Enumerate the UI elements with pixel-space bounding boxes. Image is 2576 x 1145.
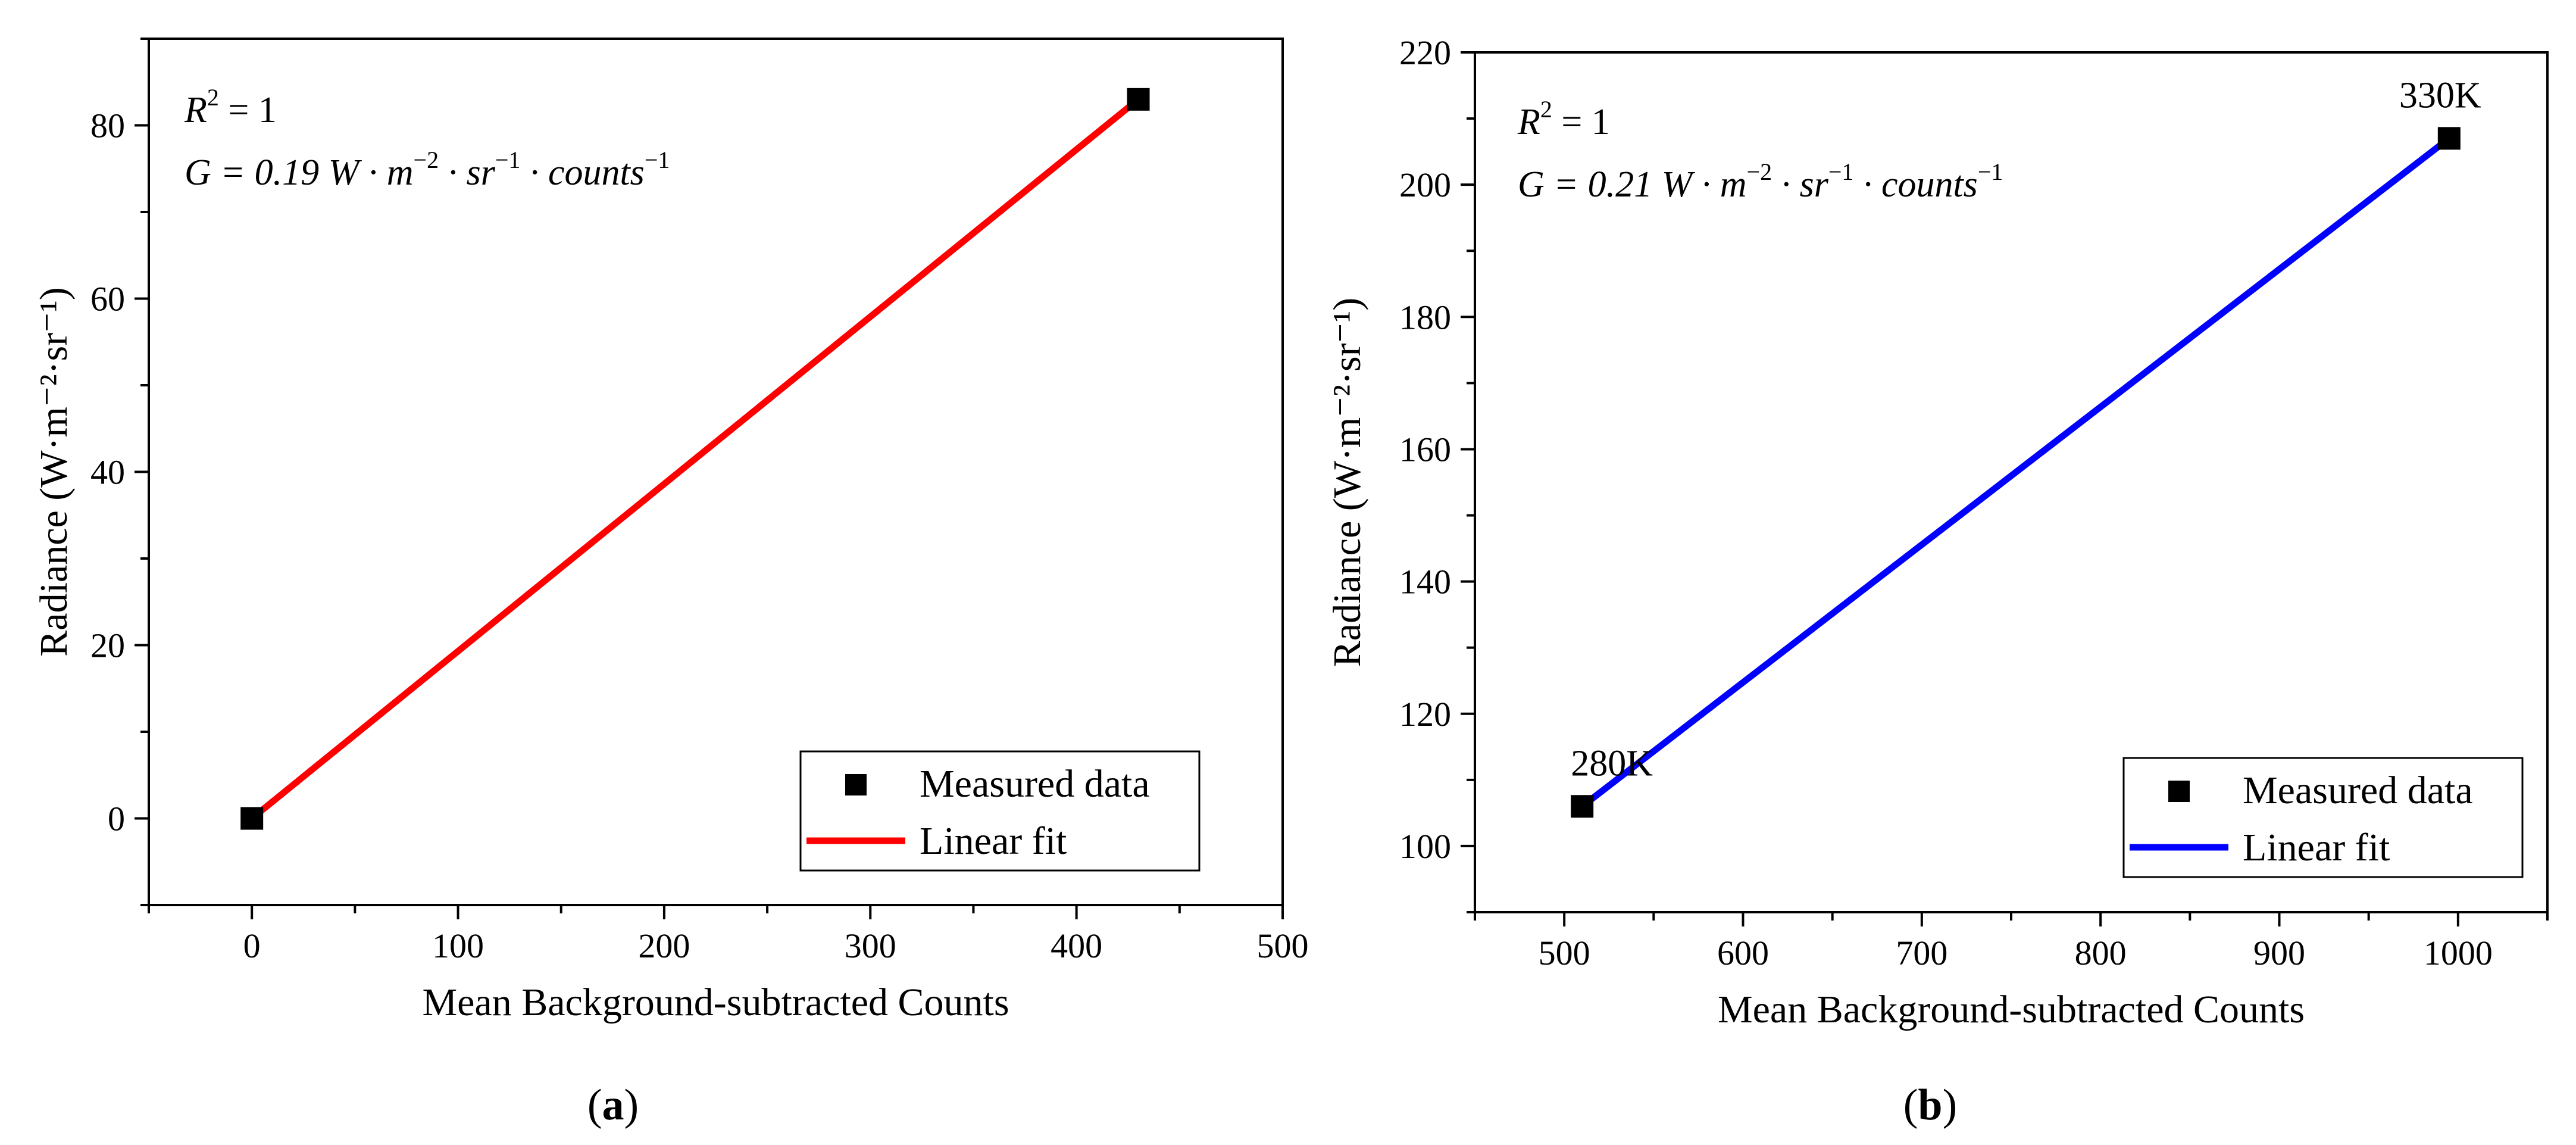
legend-box (799, 750, 1201, 872)
y-tick-label: 160 (1399, 430, 1451, 469)
gain-unit-sr: · sr (1772, 164, 1829, 205)
r-squared-annotation: R2 = 1 (184, 84, 277, 130)
r2-exponent: 2 (207, 84, 219, 111)
r2-exponent: 2 (1540, 96, 1552, 123)
gain-unit-sr: · sr (439, 152, 496, 193)
gain-unit-w: W · m (1662, 164, 1747, 205)
r2-value: = 1 (219, 90, 277, 130)
r2-value: = 1 (1552, 102, 1610, 142)
gain-annotation: G = 0.21 W · m−2 · sr−1 · counts−1 (1518, 158, 2003, 205)
legend-label-measured: Measured data (920, 762, 1150, 806)
legend-label-measured: Measured data (2243, 769, 2473, 812)
y-axis-title: Radiance (W·m⁻²·sr⁻¹) (32, 287, 76, 657)
gain-value: G = 0.21 (1518, 164, 1662, 205)
x-tick-label: 600 (1717, 934, 1769, 972)
gain-exp-sr: −1 (1828, 158, 1854, 185)
x-tick-label: 100 (432, 926, 484, 965)
point-label: 330K (2399, 75, 2481, 116)
legend-box (2122, 757, 2524, 878)
x-tick-label: 700 (1896, 934, 1947, 972)
x-axis-title: Mean Background-subtracted Counts (1718, 988, 2305, 1031)
x-tick-label: 400 (1051, 926, 1102, 965)
x-axis-title: Mean Background-subtracted Counts (422, 981, 1009, 1024)
y-tick-label: 100 (1399, 827, 1451, 866)
gain-exp-sr: −1 (495, 146, 521, 173)
y-tick-label: 200 (1399, 166, 1451, 204)
chart-panel-b: 500 600 700 800 900 1000 100 120 140 160 180 200 220… (1325, 33, 2549, 1130)
legend-marker-measured (2168, 781, 2190, 802)
x-tick-label: 200 (638, 926, 690, 965)
legend: Measured data Linear fit (2122, 757, 2524, 878)
legend-marker-measured (845, 774, 867, 795)
x-tick-label: 0 (243, 926, 261, 965)
point-label: 280K (1571, 743, 1653, 784)
x-tick-label: 900 (2253, 934, 2305, 972)
legend-label-fit: Linear fit (920, 819, 1067, 863)
r2-symbol: R (184, 90, 207, 130)
measured-data-point (2437, 127, 2461, 150)
y-tick-label: 120 (1399, 695, 1451, 734)
gain-exp-m: −2 (1747, 158, 1772, 185)
gain-exp-counts: −1 (645, 146, 670, 173)
gain-exp-m: −2 (414, 146, 439, 173)
x-tick-label: 500 (1539, 934, 1590, 972)
gain-unit-counts: · counts (520, 152, 644, 193)
y-tick-label: 60 (90, 280, 125, 319)
x-tick-label: 300 (845, 926, 896, 965)
y-axis-title: Radiance (W·m⁻²·sr⁻¹) (1325, 298, 1369, 667)
y-tick-label: 0 (108, 800, 125, 838)
y-tick-label: 180 (1399, 298, 1451, 336)
panel-label: (a) (587, 1081, 639, 1130)
x-tick-label: 800 (2075, 934, 2127, 972)
measured-data-point (1571, 795, 1594, 818)
legend: Measured data Linear fit (799, 750, 1201, 872)
measured-data-point (1127, 88, 1150, 111)
r-squared-annotation: R2 = 1 (1517, 96, 1610, 142)
x-tick-label: 500 (1257, 926, 1309, 965)
linear-fit-line (249, 96, 1141, 821)
y-tick-label: 20 (90, 626, 125, 665)
gain-unit-counts: · counts (1853, 164, 1977, 205)
x-tick-label: 1000 (2424, 934, 2493, 972)
gain-annotation: G = 0.19 W · m−2 · sr−1 · counts−1 (185, 146, 670, 193)
chart-panel-a: 0 100 200 300 400 500 0 20 40 60 80 Mean Background… (32, 38, 1309, 1130)
panel-label: (b) (1903, 1081, 1957, 1130)
r2-symbol: R (1517, 102, 1540, 142)
measured-data-point (240, 807, 264, 830)
gain-unit-w: W · m (329, 152, 414, 193)
legend-label-fit: Linear fit (2243, 826, 2390, 869)
gain-value: G = 0.19 (185, 152, 329, 193)
y-tick-label: 80 (90, 107, 125, 145)
y-tick-label: 40 (90, 453, 125, 492)
gain-exp-counts: −1 (1978, 158, 2003, 185)
y-tick-label: 140 (1399, 563, 1451, 601)
y-tick-label: 220 (1399, 33, 1451, 72)
linear-fit-line (1580, 136, 2452, 809)
